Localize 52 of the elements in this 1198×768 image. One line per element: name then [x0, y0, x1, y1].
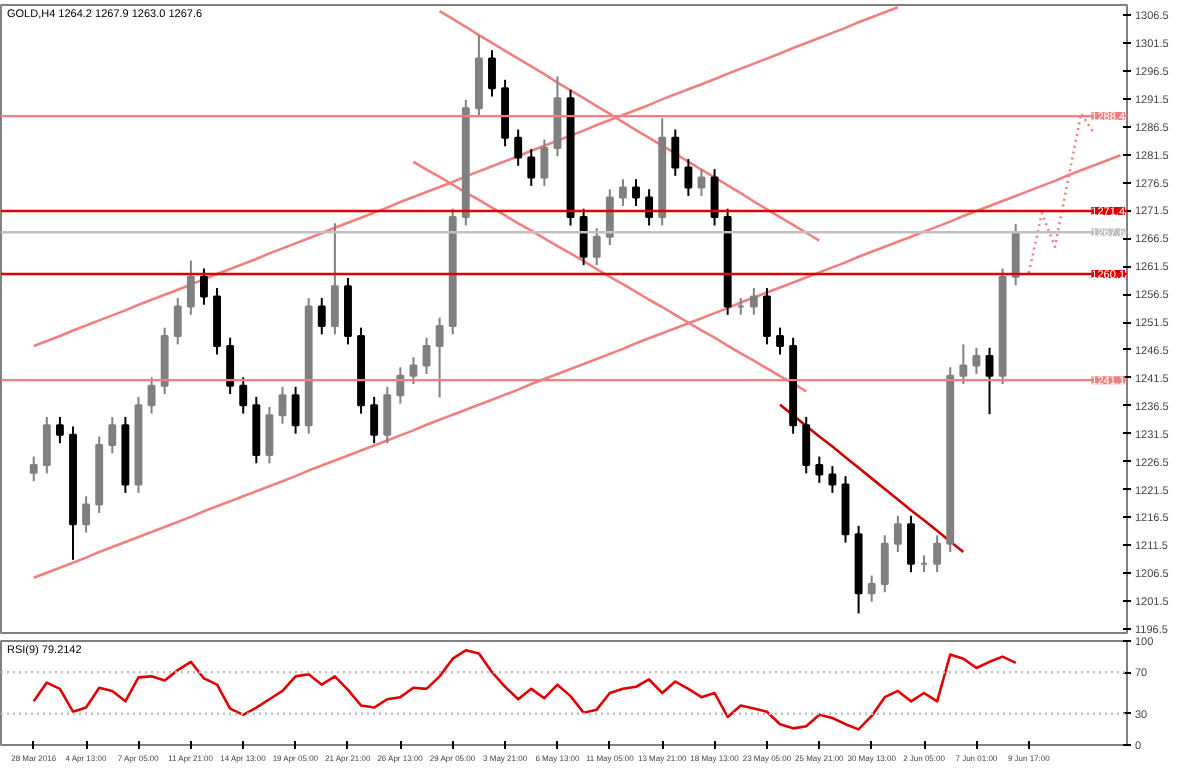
- candlestick: [645, 188, 654, 227]
- candlestick: [605, 188, 614, 247]
- candlestick: [880, 534, 889, 594]
- candlestick: [985, 346, 994, 416]
- candlestick: [828, 465, 837, 494]
- candlestick: [893, 514, 902, 554]
- candlestick: [409, 356, 418, 386]
- candlestick: [147, 376, 156, 415]
- candlestick: [959, 343, 968, 386]
- candlestick: [776, 326, 784, 356]
- candlestick: [55, 415, 64, 445]
- candlestick: [710, 168, 719, 227]
- candlestick: [972, 346, 981, 375]
- candlestick: [697, 168, 706, 197]
- candlestick: [383, 385, 392, 445]
- candlestick: [396, 366, 405, 405]
- line-series: [778, 403, 965, 554]
- candlestick: [684, 158, 693, 197]
- candlestick: [514, 128, 523, 167]
- candlestick: [317, 297, 326, 336]
- candlestick: [815, 455, 824, 484]
- candlestick: [291, 385, 300, 435]
- candlestick: [671, 128, 680, 177]
- candlestick: [200, 267, 208, 306]
- candlestick: [435, 316, 444, 399]
- candlestick: [579, 207, 588, 267]
- candlestick: [867, 574, 876, 603]
- candlestick: [370, 395, 379, 445]
- candlestick: [618, 178, 627, 207]
- candlestick: [749, 287, 758, 316]
- candlestick: [278, 385, 287, 425]
- candlestick: [422, 336, 431, 375]
- candlestick: [632, 178, 640, 207]
- candlestick: [330, 222, 339, 336]
- candlestick: [82, 495, 91, 534]
- candlestick: [186, 259, 195, 316]
- candlestick: [29, 455, 38, 483]
- candlestick: [173, 297, 182, 346]
- candlestick: [488, 49, 496, 98]
- candlestick: [239, 376, 248, 415]
- candlestick: [763, 287, 771, 346]
- candlestick: [265, 405, 274, 465]
- candlestick: [540, 138, 549, 187]
- candlestick: [802, 415, 811, 475]
- candlestick: [592, 227, 601, 267]
- candlestick: [1011, 222, 1020, 287]
- candlestick: [226, 336, 235, 396]
- candlestick: [42, 415, 51, 475]
- candlestick: [933, 534, 942, 574]
- candlestick: [527, 148, 536, 187]
- candlestick: [907, 514, 915, 574]
- candlestick: [108, 415, 117, 455]
